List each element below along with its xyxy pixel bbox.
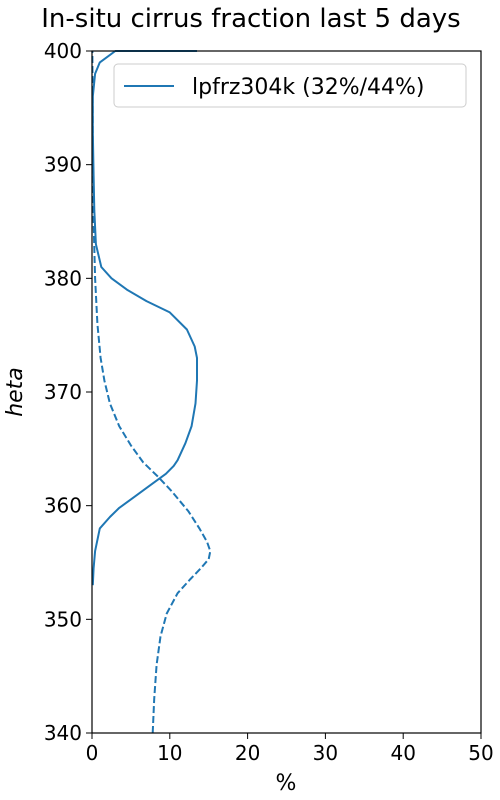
axes-layer: 0 10 20 30 40 50 340 350 360 370 380 390 400 [44,39,494,765]
y-tick-label: 360 [44,494,82,518]
x-tick-label: 10 [157,741,182,765]
x-axis-label: % [276,771,297,796]
y-tick-label: 350 [44,607,82,631]
y-tick-label: 340 [44,721,82,745]
y-tick-label: 380 [44,266,82,290]
series-line-dashed [91,50,212,734]
x-tick-label: 30 [313,741,338,765]
series-line-solid [91,50,198,586]
x-tick-label: 40 [390,741,415,765]
y-tick-label: 370 [44,380,82,404]
plot-frame [91,50,482,734]
y-tick-label: 390 [44,153,82,177]
x-tick-label: 0 [86,741,99,765]
legend-frame [113,63,467,108]
legend: lpfrz304k (32%/44%) [113,63,467,108]
legend-entry-label: lpfrz304k (32%/44%) [192,75,425,100]
series-layer [91,50,212,734]
x-tick-label: 20 [235,741,260,765]
chart-title: In-situ cirrus fraction last 5 days [41,4,460,34]
y-tick-label: 400 [44,39,82,63]
x-tick-label: 50 [468,741,493,765]
y-axis-label: heta [3,367,28,417]
